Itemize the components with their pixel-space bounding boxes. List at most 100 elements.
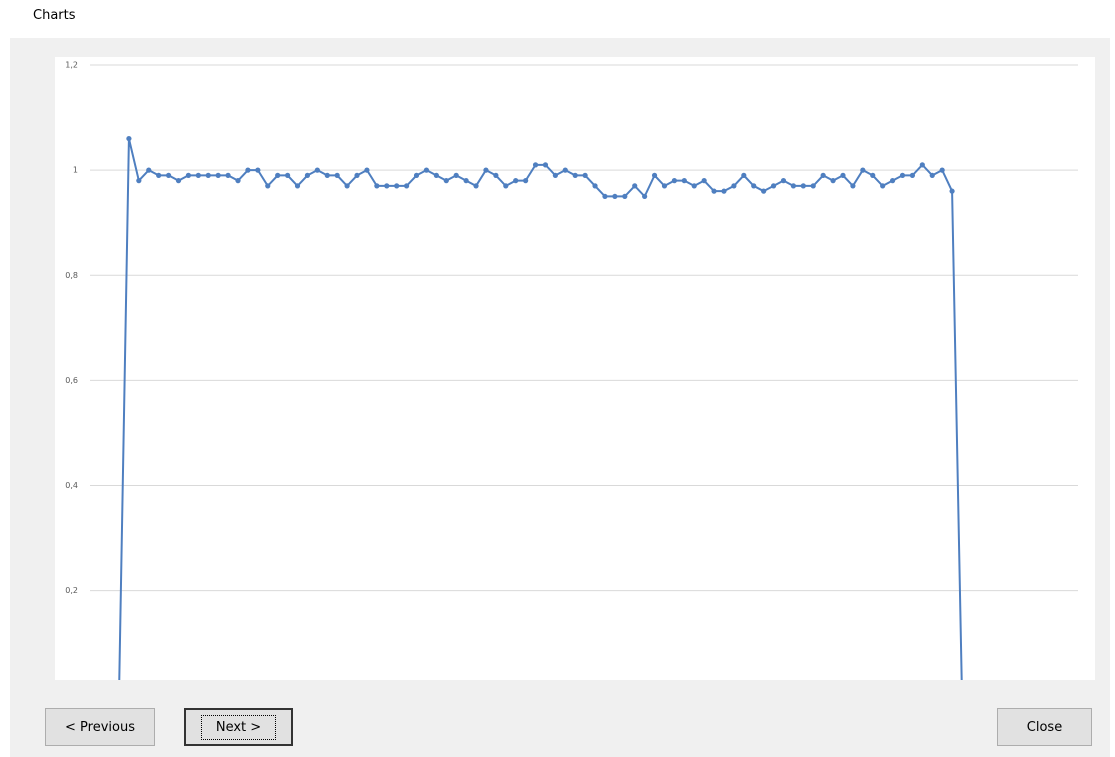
marker	[572, 172, 578, 178]
marker	[761, 188, 767, 194]
previous-button[interactable]: < Previous	[45, 708, 155, 746]
marker	[275, 172, 281, 178]
marker	[185, 172, 192, 178]
marker	[731, 183, 737, 189]
marker	[354, 172, 360, 178]
next-label: Next >	[200, 714, 277, 740]
marker	[552, 172, 558, 178]
marker	[592, 183, 598, 189]
marker	[671, 178, 677, 184]
marker	[919, 162, 925, 168]
marker	[344, 183, 350, 189]
marker	[860, 167, 866, 173]
marker	[413, 172, 420, 178]
marker	[136, 178, 142, 184]
marker	[245, 167, 251, 173]
marker	[770, 183, 777, 189]
marker	[394, 183, 400, 189]
marker	[790, 183, 797, 189]
y-tick-label: 0,2	[65, 586, 78, 595]
marker	[463, 178, 469, 184]
marker	[612, 193, 618, 200]
marker	[384, 183, 390, 189]
marker	[215, 172, 221, 178]
marker	[285, 172, 291, 178]
marker	[840, 172, 846, 178]
marker	[493, 172, 499, 178]
marker	[453, 172, 459, 178]
marker	[314, 167, 320, 173]
plot-area	[55, 57, 1095, 680]
marker	[899, 172, 906, 178]
marker	[195, 172, 201, 178]
marker	[909, 172, 916, 178]
marker	[632, 183, 638, 189]
marker	[701, 178, 707, 184]
marker	[205, 172, 211, 178]
marker	[146, 167, 152, 173]
marker	[959, 693, 964, 698]
marker	[542, 162, 549, 168]
marker	[404, 183, 410, 189]
marker	[751, 183, 757, 189]
marker	[235, 178, 241, 184]
marker	[523, 178, 529, 184]
marker	[622, 193, 628, 200]
marker	[116, 693, 121, 698]
marker	[334, 172, 340, 178]
marker	[870, 172, 876, 178]
marker	[532, 162, 539, 168]
marker	[126, 135, 132, 142]
marker	[255, 167, 261, 173]
marker	[423, 167, 430, 173]
marker	[949, 188, 955, 194]
marker	[374, 183, 380, 189]
marker	[483, 167, 489, 173]
marker	[929, 172, 935, 178]
marker	[265, 183, 271, 189]
marker	[889, 178, 896, 184]
marker	[324, 172, 330, 178]
marker	[721, 188, 727, 194]
marker	[850, 183, 856, 189]
marker	[513, 178, 519, 184]
marker	[156, 172, 162, 178]
marker	[880, 183, 886, 189]
marker	[165, 172, 172, 178]
marker	[661, 183, 668, 189]
marker	[304, 172, 311, 178]
marker	[225, 172, 231, 178]
marker	[711, 188, 717, 194]
marker	[294, 183, 301, 189]
marker	[582, 172, 588, 178]
y-tick-label: 0,8	[65, 271, 78, 280]
y-tick-label: 1,2	[65, 61, 78, 70]
next-button[interactable]: Next >	[184, 708, 293, 746]
marker	[830, 178, 836, 184]
marker	[473, 183, 479, 189]
marker	[642, 193, 648, 200]
marker	[651, 172, 658, 178]
close-button[interactable]: Close	[997, 708, 1092, 746]
marker	[939, 167, 945, 173]
marker	[364, 167, 370, 173]
y-tick-label: 0,4	[65, 481, 78, 490]
marker	[562, 167, 568, 173]
marker	[175, 178, 182, 184]
marker	[503, 183, 509, 189]
marker	[691, 183, 697, 189]
window-title: Charts	[33, 8, 76, 23]
marker	[433, 172, 439, 178]
marker	[780, 178, 787, 184]
y-tick-label: 0,6	[65, 376, 78, 385]
marker	[602, 193, 608, 200]
marker	[443, 178, 449, 184]
marker	[741, 172, 747, 178]
marker	[810, 183, 816, 189]
y-tick-label: 1	[73, 166, 78, 175]
marker	[681, 178, 687, 184]
marker	[820, 172, 826, 178]
marker	[800, 183, 806, 189]
